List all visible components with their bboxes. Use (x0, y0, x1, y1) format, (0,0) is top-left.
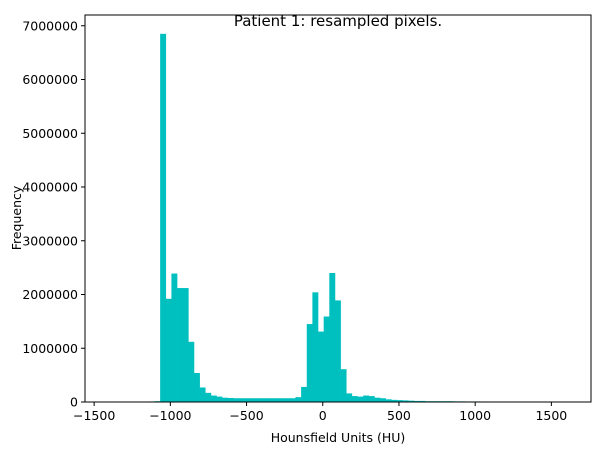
x-axis: −1500 −1000 −500 0 500 1000 1500 (73, 402, 567, 423)
x-tick-label: 500 (387, 408, 411, 423)
y-tick-label: 1000000 (22, 341, 78, 356)
histogram-bar (272, 398, 279, 402)
histogram-bar (284, 398, 291, 402)
histogram-bar (193, 372, 200, 402)
plot-frame (84, 14, 592, 403)
histogram-bar (334, 300, 341, 402)
histogram-bar (210, 395, 217, 402)
y-axis: 0 1000000 2000000 3000000 4000000 5000000 6000… (22, 18, 85, 410)
histogram-bar (244, 398, 251, 402)
y-tick-label: 0 (70, 395, 78, 410)
histogram-bar (233, 398, 240, 402)
histogram-bar (188, 341, 195, 402)
histogram-bars (137, 33, 482, 402)
histogram-bar (239, 398, 246, 402)
histogram-bar (385, 399, 392, 402)
histogram-bar (261, 398, 268, 402)
histogram-bar (177, 288, 183, 402)
histogram-bar (357, 396, 364, 402)
histogram-bar (182, 288, 189, 402)
histogram-bar (306, 324, 313, 402)
y-axis-label: Frequency (9, 185, 24, 250)
histogram-bar (346, 393, 353, 402)
histogram-bar (351, 396, 358, 402)
histogram-bar (419, 400, 426, 402)
histogram-bar (396, 400, 403, 402)
y-tick-label: 5000000 (22, 126, 78, 141)
x-tick-label: −1000 (149, 408, 191, 423)
histogram-bar (413, 400, 420, 402)
x-axis-label: Hounsfield Units (HU) (271, 430, 406, 445)
histogram-bar (165, 298, 172, 402)
histogram-bar (250, 398, 257, 402)
histogram-bar (318, 331, 324, 402)
y-tick-label: 2000000 (22, 287, 78, 302)
histogram-bar (391, 399, 398, 402)
x-tick-label: 0 (319, 408, 327, 423)
x-tick-label: −500 (229, 408, 263, 423)
histogram-bar (368, 396, 375, 402)
histogram-bar (363, 395, 370, 402)
histogram-bar (278, 398, 285, 402)
histogram-bar (295, 397, 302, 402)
y-tick-label: 3000000 (22, 233, 78, 248)
histogram-bar (329, 273, 336, 402)
histogram-bar (160, 33, 167, 402)
y-tick-label: 6000000 (22, 72, 78, 87)
histogram-bar (289, 398, 296, 402)
x-tick-label: 1000 (459, 408, 491, 423)
histogram-bar (374, 397, 381, 402)
histogram-bar (301, 386, 308, 402)
chart-title: Patient 1: resampled pixels. (234, 12, 442, 30)
histogram-bar (205, 392, 212, 402)
histogram-bar (222, 397, 229, 402)
histogram-bar (312, 292, 319, 402)
histogram-bar (380, 398, 387, 402)
histogram-bar (216, 396, 223, 402)
y-tick-label: 4000000 (22, 180, 78, 195)
histogram-bar (323, 316, 330, 402)
y-tick-label: 7000000 (22, 18, 78, 33)
x-tick-label: 1500 (535, 408, 567, 423)
histogram-bar (340, 369, 347, 402)
x-tick-label: −1500 (73, 408, 115, 423)
histogram-bar (408, 400, 415, 402)
histogram-bar (171, 273, 178, 402)
histogram-bar (227, 397, 234, 402)
histogram-bar (199, 387, 206, 402)
histogram-bar (256, 398, 262, 402)
histogram-bar (402, 400, 409, 402)
histogram-bar (267, 398, 274, 402)
